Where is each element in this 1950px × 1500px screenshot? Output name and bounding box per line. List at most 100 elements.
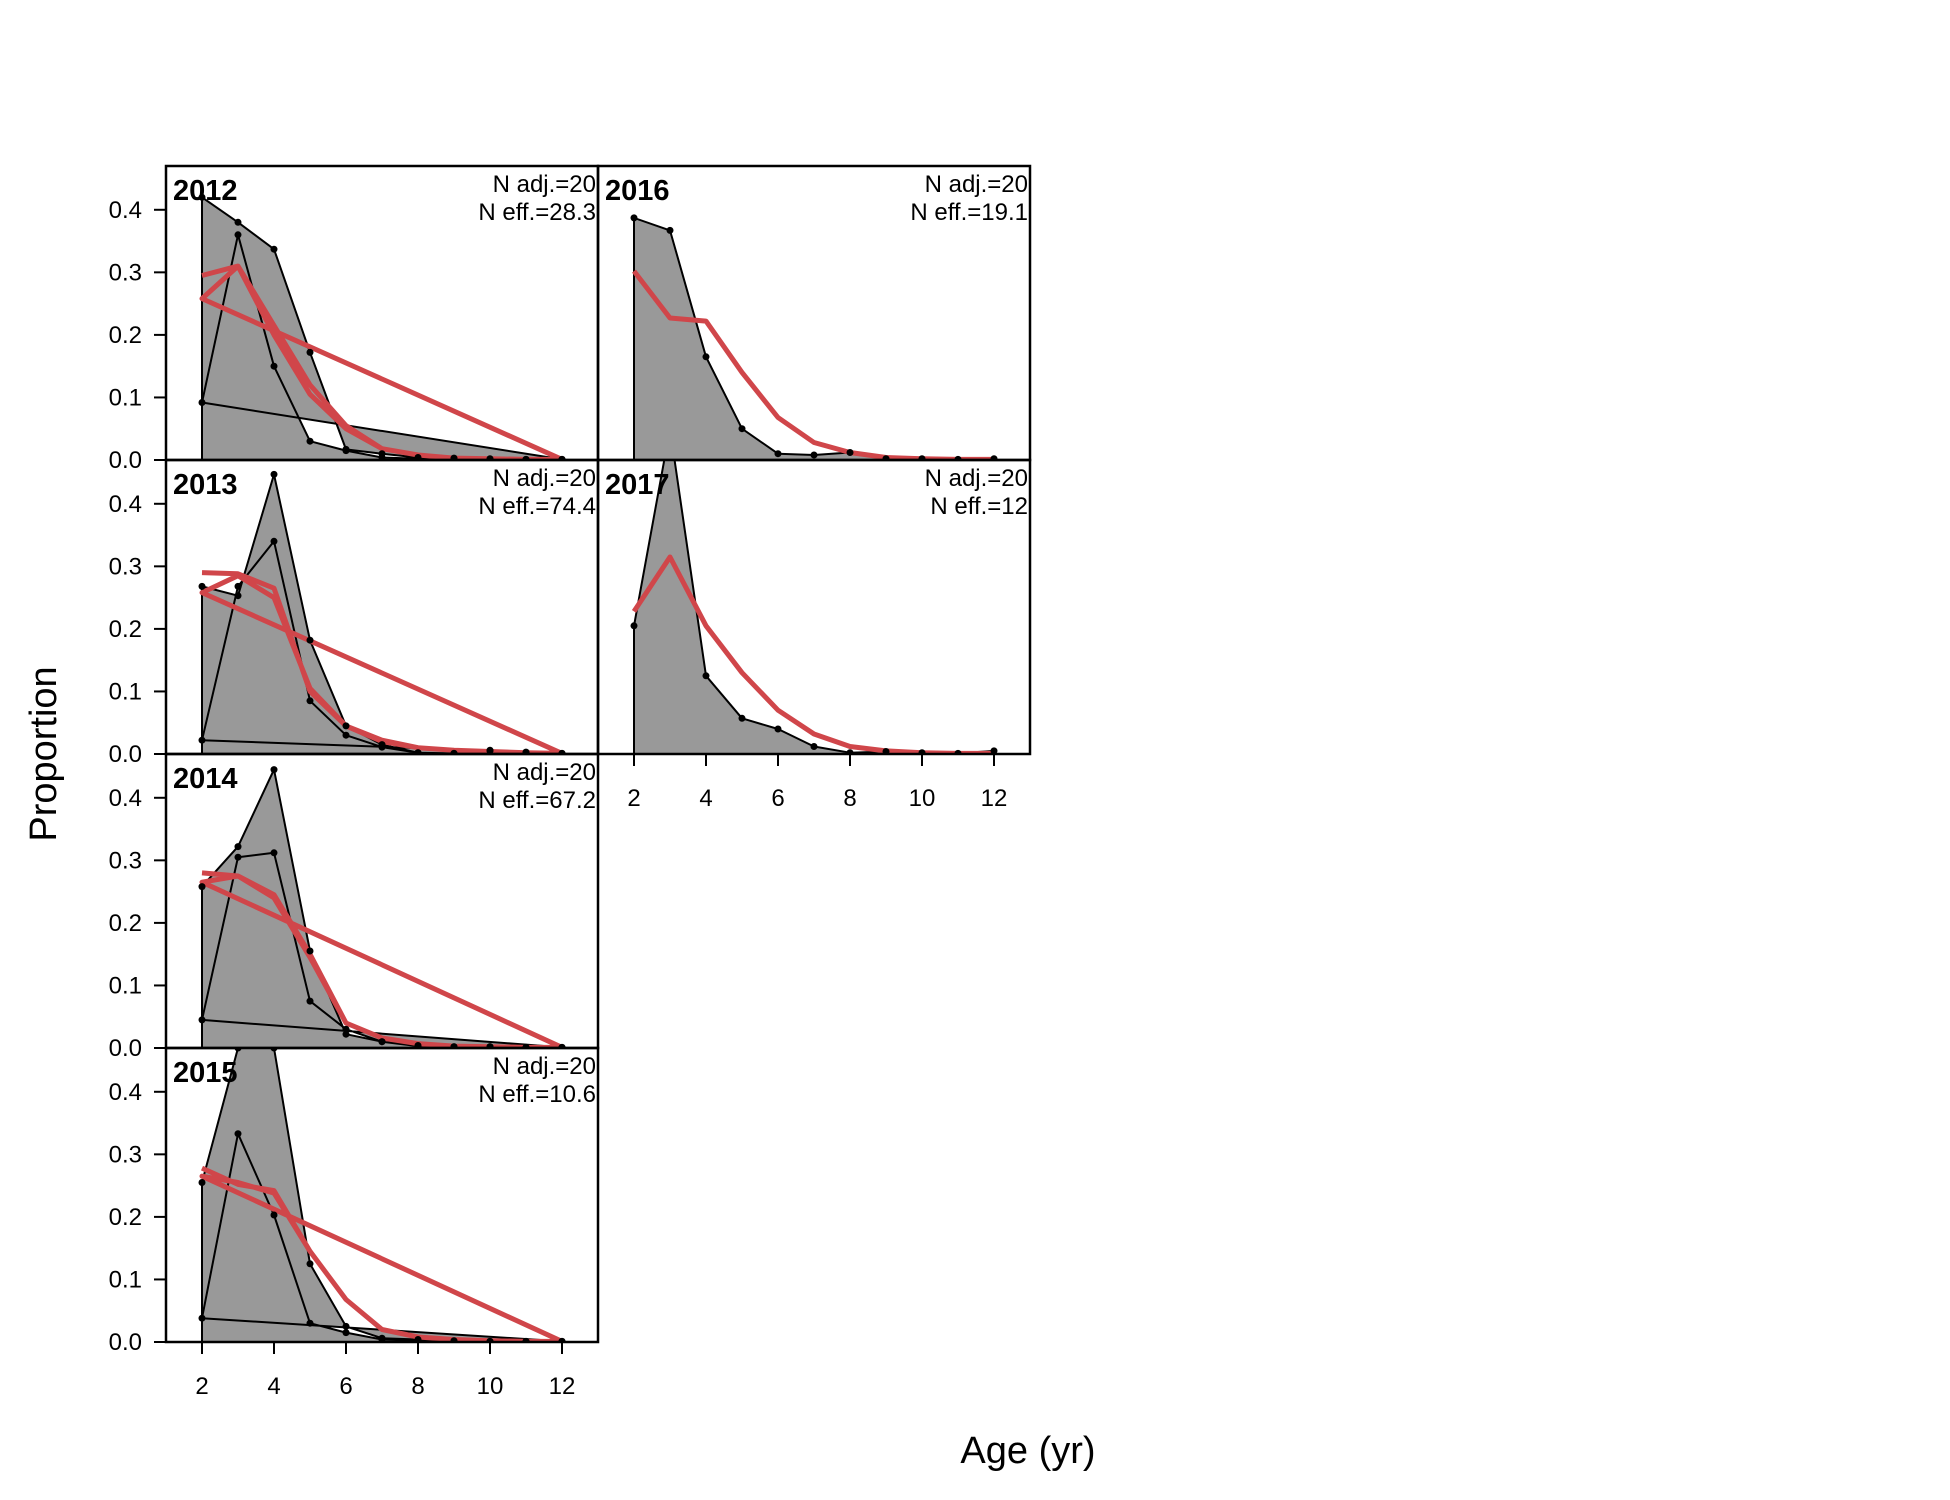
observed-area [633, 216, 995, 460]
observed-point [270, 537, 278, 545]
observed-point [378, 743, 386, 751]
observed-point [234, 853, 242, 861]
y-tick-label: 0.4 [109, 1079, 142, 1106]
y-tick-label: 0.0 [109, 741, 142, 768]
y-tick-label: 0.1 [109, 1266, 142, 1293]
observed-point [774, 725, 782, 733]
observed-point [234, 1130, 242, 1138]
observed-point [198, 1179, 206, 1186]
n-eff-label: N eff.=74.4 [478, 493, 596, 520]
observed-point [198, 582, 206, 590]
observed-point [810, 743, 818, 750]
x-tick-label: 8 [411, 1373, 424, 1400]
y-axis: 0.0 0.1 0.2 0.3 0.4 [109, 491, 166, 768]
panel-frame [596, 458, 1032, 756]
observed-point [666, 226, 674, 234]
x-tick-label: 10 [477, 1373, 504, 1400]
n-eff-label: N eff.=12 [930, 493, 1028, 520]
x-axis: 2 4 6 8 10 12 [627, 754, 1007, 812]
year-label: 2012 [173, 175, 238, 207]
observed-point [306, 437, 314, 445]
observed-point [234, 843, 242, 851]
observed-point [234, 218, 242, 226]
observed-point [198, 883, 206, 891]
x-tick-label: 4 [267, 1373, 280, 1400]
observed-point [702, 353, 710, 361]
observed-point [882, 748, 890, 754]
panel-2017: 2017 N adj.=20N eff.=12 2 4 6 8 10 12 [596, 458, 1032, 812]
x-tick-label: 2 [627, 785, 640, 812]
panel-2012-plot-area [166, 193, 598, 460]
y-tick-label: 0.0 [109, 1035, 142, 1062]
observed-point [630, 214, 638, 222]
observed-point [378, 1336, 386, 1342]
observed-point [198, 1016, 206, 1024]
observed-area [201, 196, 563, 460]
y-tick-label: 0.1 [109, 384, 142, 411]
observed-point [342, 722, 350, 730]
panel-2013: 2013 N adj.=20N eff.=74.4 0.0 0.1 0.2 0.3 0.4 [109, 458, 600, 768]
observed-point [198, 193, 206, 201]
observed-point [774, 450, 782, 458]
year-label: 2013 [173, 469, 238, 501]
expected-line [199, 1165, 565, 1342]
y-tick-label: 0.3 [109, 1141, 142, 1168]
x-tick-label: 8 [843, 785, 856, 812]
observed-point [234, 592, 242, 600]
x-tick-label: 12 [549, 1373, 576, 1400]
n-adj-label: N adj.=20 [493, 1053, 596, 1080]
panel-2014: 2014 N adj.=20N eff.=67.2 0.0 0.1 0.2 0.3 0.4 [109, 752, 600, 1062]
n-adj-label: N adj.=20 [925, 171, 1028, 198]
n-eff-label: N eff.=28.3 [478, 199, 596, 226]
expected-line [199, 870, 565, 1048]
panel-2016: 2016 N adj.=20N eff.=19.1 [596, 164, 1032, 462]
n-eff-label: N eff.=10.6 [478, 1081, 596, 1108]
y-axis: 0.0 0.1 0.2 0.3 0.4 [109, 785, 166, 1062]
y-tick-label: 0.4 [109, 197, 142, 224]
observed-point [198, 399, 206, 406]
observed-point [234, 582, 242, 590]
observed-point [630, 622, 638, 630]
x-tick-label: 6 [339, 1373, 352, 1400]
x-tick-label: 6 [771, 785, 784, 812]
observed-point [198, 736, 206, 744]
observed-point [270, 849, 278, 857]
y-tick-label: 0.3 [109, 553, 142, 580]
y-axis-title: Proportion [23, 666, 65, 841]
y-tick-label: 0.0 [109, 1329, 142, 1356]
y-tick-label: 0.2 [109, 1204, 142, 1231]
x-tick-label: 12 [981, 785, 1008, 812]
observed-point [810, 451, 818, 459]
observed-point [270, 245, 278, 253]
observed-point [342, 1030, 350, 1038]
observed-point [342, 1025, 350, 1033]
observed-point [270, 766, 278, 774]
x-axis: 2 4 6 8 10 12 [195, 1342, 575, 1400]
observed-point [306, 697, 314, 705]
observed-point [198, 1314, 206, 1322]
panel-2013-plot-area [166, 470, 598, 754]
observed-point [738, 425, 746, 433]
observed-point [270, 470, 278, 478]
y-tick-label: 0.2 [109, 910, 142, 937]
y-tick-label: 0.1 [109, 972, 142, 999]
year-label: 2017 [605, 469, 670, 501]
observed-point [378, 1038, 386, 1046]
panel-frame [164, 1046, 600, 1344]
panels-layer: 2012 N adj.=20N eff.=28.30.00.10.20.30.42… [109, 164, 1032, 1400]
x-tick-label: 4 [699, 785, 712, 812]
observed-point [306, 1319, 314, 1327]
observed-point [342, 1322, 350, 1330]
expected-line [199, 570, 565, 754]
panel-2016-plot-area [598, 214, 1030, 460]
n-eff-label: N eff.=19.1 [910, 199, 1028, 226]
n-adj-label: N adj.=20 [493, 171, 596, 198]
expected-line [199, 263, 565, 460]
year-label: 2014 [173, 763, 238, 795]
y-tick-label: 0.3 [109, 259, 142, 286]
observed-point [306, 348, 314, 356]
observed-point [738, 714, 746, 722]
year-label: 2015 [173, 1057, 238, 1089]
observed-point [342, 447, 350, 455]
